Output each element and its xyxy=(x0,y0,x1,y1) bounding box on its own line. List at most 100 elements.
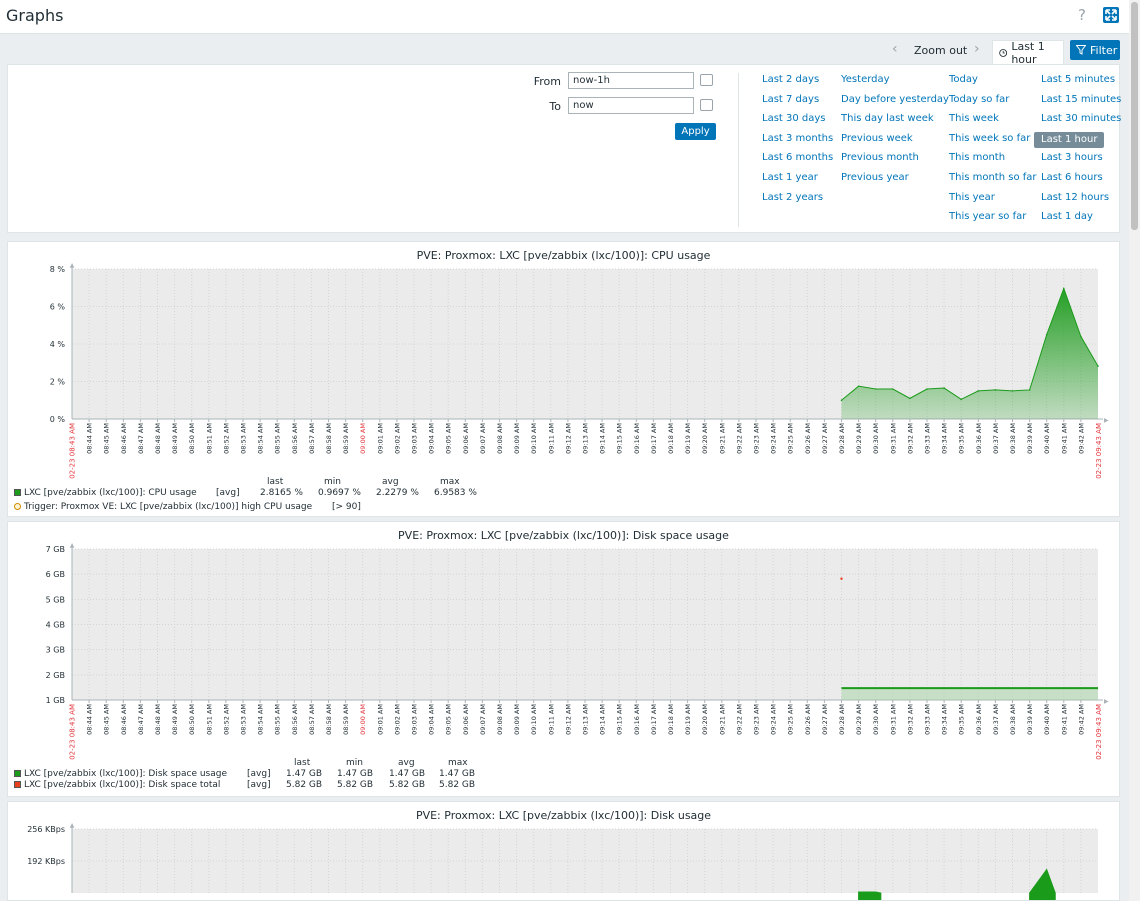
next-period-icon[interactable]: › xyxy=(974,41,980,57)
page-scrollbar-thumb[interactable] xyxy=(1131,2,1138,230)
quick-range-last-1-hour[interactable]: Last 1 hour xyxy=(1034,131,1105,148)
legend-item-max: 6.9583 % xyxy=(434,488,477,498)
x-tick-label: 09:03 AM xyxy=(411,704,419,735)
quick-range-last-6-hours[interactable]: Last 6 hours xyxy=(1041,171,1103,183)
y-tick-label: 256 KBps xyxy=(27,825,65,834)
x-start-label: 02-23 08:43 AM xyxy=(69,704,77,760)
quick-range-column: Today Today so far This week This week so f… xyxy=(949,73,1037,230)
quick-range-last-1-day[interactable]: Last 1 day xyxy=(1041,211,1093,223)
help-icon[interactable]: ? xyxy=(1078,6,1086,24)
x-tick-label: 08:45 AM xyxy=(103,423,111,454)
x-tick-label: 09:06 AM xyxy=(462,704,470,735)
legend-item-min: 0.9697 % xyxy=(318,488,361,498)
graph-legend: last min avg max LXC [pve/zabbix (lxc/10… xyxy=(14,477,477,513)
x-tick-label: 09:05 AM xyxy=(445,423,453,454)
quick-range-last-1-year[interactable]: Last 1 year xyxy=(762,171,818,183)
quick-range-this-month[interactable]: This month xyxy=(949,152,1006,164)
quick-range-this-week-so-far[interactable]: This week so far xyxy=(949,132,1031,144)
clock-icon xyxy=(999,48,1008,57)
page-scrollbar[interactable] xyxy=(1129,0,1140,901)
quick-range-this-month-so-far[interactable]: This month so far xyxy=(949,171,1037,183)
x-tick-label: 09:35 AM xyxy=(958,423,966,454)
legend-item-last: 1.47 GB xyxy=(286,769,323,779)
graph-panel-disk-usage: PVE: Proxmox: LXC [pve/zabbix (lxc/100)]… xyxy=(7,801,1120,901)
x-tick-label: 09:32 AM xyxy=(906,423,914,454)
x-tick-label: 09:04 AM xyxy=(428,423,436,454)
filter-icon xyxy=(1076,45,1086,55)
legend-item-avg: 1.47 GB xyxy=(389,769,426,779)
legend-header-max: max xyxy=(448,758,468,768)
quick-range-today[interactable]: Today xyxy=(949,74,978,85)
data-point xyxy=(909,397,911,400)
legend-item-name: LXC [pve/zabbix (lxc/100)]: CPU usage xyxy=(24,488,197,498)
legend-item-avg: 5.82 GB xyxy=(389,780,426,790)
x-tick-label: 09:21 AM xyxy=(718,704,726,735)
x-tick-label: 09:14 AM xyxy=(599,423,607,454)
y-tick-label: 8 % xyxy=(50,265,66,274)
x-tick-label: 09:38 AM xyxy=(1009,423,1017,454)
quick-range-day-before-yesterday[interactable]: Day before yesterday xyxy=(841,93,949,105)
to-calendar-icon[interactable] xyxy=(700,99,713,111)
x-tick-label: 09:23 AM xyxy=(753,423,761,454)
x-tick-label: 09:22 AM xyxy=(735,423,743,454)
x-tick-label: 09:00 AM xyxy=(359,704,367,735)
x-tick-label: 09:42 AM xyxy=(1077,423,1085,454)
quick-range-this-year-so-far[interactable]: This year so far xyxy=(949,211,1027,223)
data-point xyxy=(1011,390,1014,392)
graph-disk-space-usage[interactable]: 1 GB 2 GB 3 GB 4 GB 5 GB 6 GB 7 GB ▲ ▶ 08:44 AM 08… xyxy=(8,522,1120,772)
tab-filter[interactable]: Filter xyxy=(1070,40,1120,60)
quick-range-today-so-far[interactable]: Today so far xyxy=(949,93,1010,105)
quick-range-last-6-months[interactable]: Last 6 months xyxy=(762,152,834,164)
data-point xyxy=(994,389,997,391)
quick-range-last-30-minutes[interactable]: Last 30 minutes xyxy=(1041,113,1122,125)
data-point xyxy=(1080,335,1082,338)
quick-range-this-week[interactable]: This week xyxy=(949,113,999,125)
x-tick-label: 08:52 AM xyxy=(222,704,230,735)
zoom-out-button[interactable]: Zoom out xyxy=(914,44,968,57)
apply-button[interactable]: Apply xyxy=(675,123,716,140)
x-tick-label: 08:48 AM xyxy=(154,423,162,454)
graph-title: PVE: Proxmox: LXC [pve/zabbix (lxc/100)]… xyxy=(415,809,712,822)
x-tick-label: 08:59 AM xyxy=(342,704,350,735)
graph-cpu-usage[interactable]: 0 % 2 % 4 % 6 % 8 % ▲ ▶ 08:44 AM 08:45 AM 08:46 A… xyxy=(8,242,1120,492)
graph-disk-usage[interactable]: 192 KBps 256 KBps ▲ xyxy=(8,802,1120,901)
y-tick-label: 3 GB xyxy=(46,646,65,655)
data-point xyxy=(1028,389,1031,391)
quick-range-previous-month[interactable]: Previous month xyxy=(841,152,919,164)
quick-range-this-day-last-week[interactable]: This day last week xyxy=(841,113,934,125)
x-tick-label: 09:38 AM xyxy=(1009,704,1017,735)
quick-range-last-12-hours[interactable]: Last 12 hours xyxy=(1041,191,1110,203)
data-point-disk-space-total xyxy=(840,577,843,580)
from-calendar-icon[interactable] xyxy=(700,74,713,86)
quick-range-last-2-years[interactable]: Last 2 years xyxy=(762,191,824,203)
x-tick-label: 09:27 AM xyxy=(821,704,829,735)
quick-range-previous-week[interactable]: Previous week xyxy=(841,132,913,144)
x-tick-label: 09:33 AM xyxy=(924,704,932,735)
quick-range-last-2-days[interactable]: Last 2 days xyxy=(762,74,820,85)
tab-time-range[interactable]: Last 1 hour xyxy=(992,40,1064,66)
x-tick-label: 08:48 AM xyxy=(154,704,162,735)
fullscreen-icon[interactable] xyxy=(1103,7,1119,23)
to-input[interactable]: now xyxy=(568,97,694,114)
data-point xyxy=(977,390,980,392)
quick-range-last-3-hours[interactable]: Last 3 hours xyxy=(1041,152,1103,164)
x-tick-label: 08:58 AM xyxy=(325,423,333,454)
series-area-disk-space-usage xyxy=(841,688,1098,700)
quick-range-last-3-months[interactable]: Last 3 months xyxy=(762,132,834,144)
quick-range-last-15-minutes[interactable]: Last 15 minutes xyxy=(1041,93,1122,105)
quick-range-last-5-minutes[interactable]: Last 5 minutes xyxy=(1041,74,1116,85)
x-tick-label: 09:00 AM xyxy=(359,423,367,454)
x-tick-label: 09:22 AM xyxy=(735,704,743,735)
series-line-cpu-usage xyxy=(841,287,1099,401)
from-input[interactable]: now-1h xyxy=(568,72,694,89)
legend-item-name: LXC [pve/zabbix (lxc/100)]: Disk space t… xyxy=(24,780,221,790)
quick-range-yesterday[interactable]: Yesterday xyxy=(841,74,890,85)
x-tick-label: 08:45 AM xyxy=(103,704,111,735)
x-tick-label: 08:54 AM xyxy=(257,704,265,735)
y-tick-label: 4 GB xyxy=(46,621,65,630)
quick-range-this-year[interactable]: This year xyxy=(949,191,995,203)
quick-range-last-7-days[interactable]: Last 7 days xyxy=(762,93,820,105)
previous-period-icon[interactable]: ‹ xyxy=(892,41,898,57)
quick-range-last-30-days[interactable]: Last 30 days xyxy=(762,113,826,125)
quick-range-previous-year[interactable]: Previous year xyxy=(841,171,909,183)
